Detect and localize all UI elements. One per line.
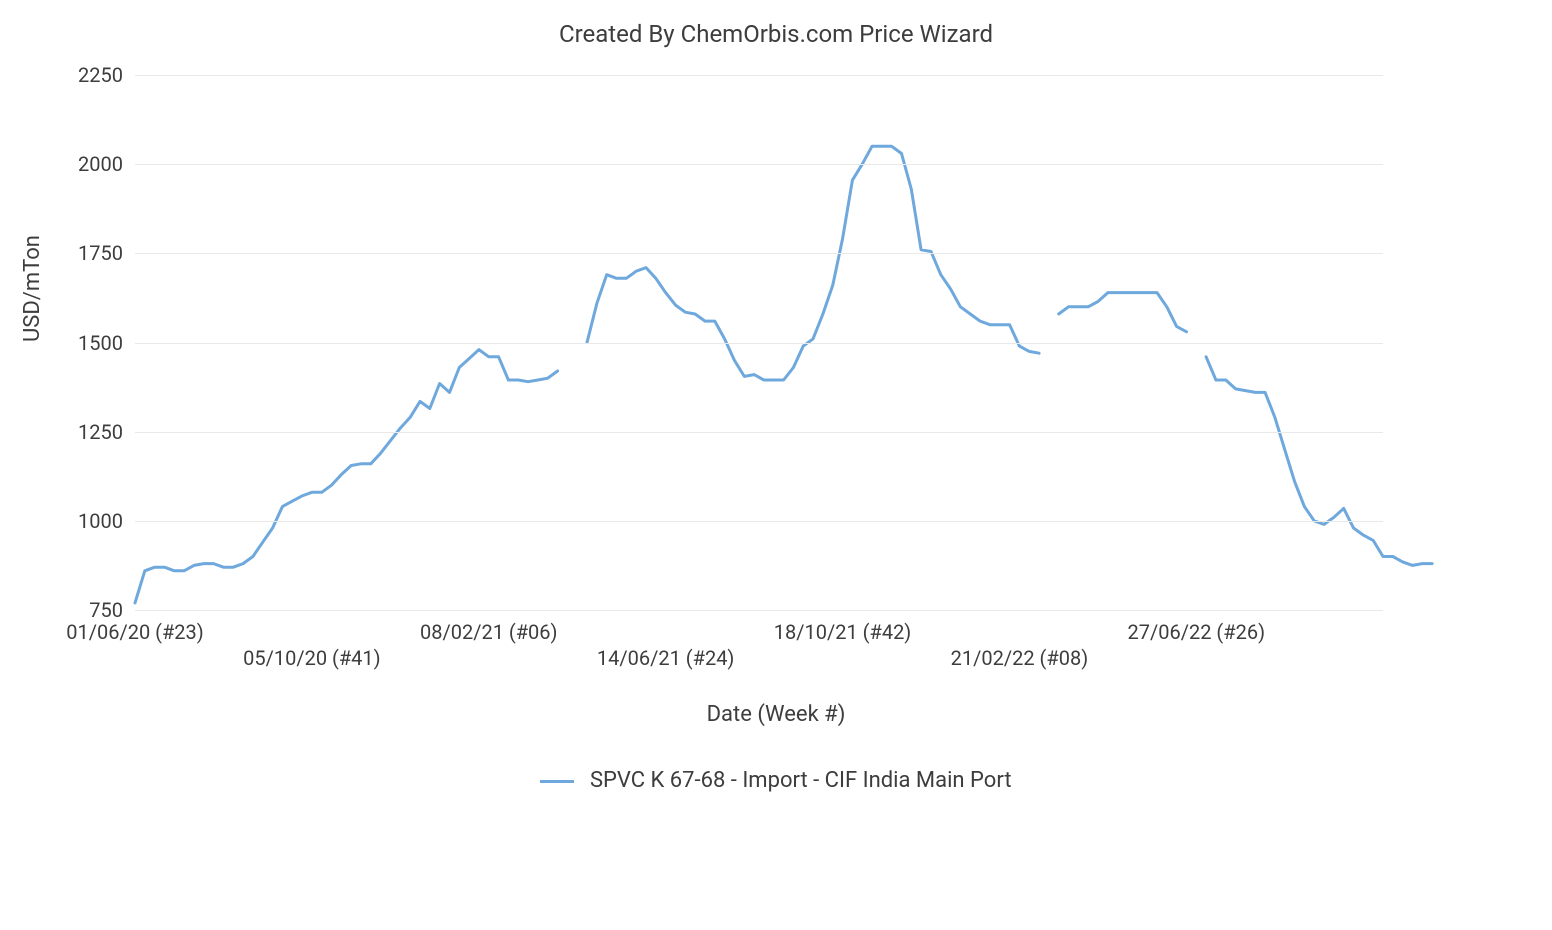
x-tick-label: 01/06/20 (#23) bbox=[66, 620, 204, 644]
gridline bbox=[135, 164, 1383, 165]
y-tick-label: 2000 bbox=[78, 152, 135, 176]
x-tick-label: 27/06/22 (#26) bbox=[1128, 620, 1266, 644]
legend: SPVC K 67-68 - Import - CIF India Main P… bbox=[0, 768, 1552, 793]
x-tick-label: 14/06/21 (#24) bbox=[597, 646, 735, 670]
chart-title: Created By ChemOrbis.com Price Wizard bbox=[0, 20, 1552, 48]
price-line bbox=[135, 146, 1432, 603]
x-tick-label: 18/10/21 (#42) bbox=[774, 620, 912, 644]
x-tick-label: 08/02/21 (#06) bbox=[420, 620, 558, 644]
gridline bbox=[135, 343, 1383, 344]
gridline bbox=[135, 610, 1383, 611]
price-chart: Created By ChemOrbis.com Price Wizard US… bbox=[0, 0, 1552, 930]
x-tick-label: 05/10/20 (#41) bbox=[243, 646, 381, 670]
y-tick-label: 1250 bbox=[78, 420, 135, 444]
y-tick-label: 1750 bbox=[78, 241, 135, 265]
y-axis-title: USD/mTon bbox=[20, 235, 45, 342]
legend-swatch bbox=[540, 780, 574, 783]
gridline bbox=[135, 253, 1383, 254]
gridline bbox=[135, 432, 1383, 433]
y-tick-label: 2250 bbox=[78, 63, 135, 87]
legend-label: SPVC K 67-68 - Import - CIF India Main P… bbox=[590, 768, 1012, 793]
gridline bbox=[135, 75, 1383, 76]
y-tick-label: 750 bbox=[89, 598, 135, 622]
y-tick-label: 1000 bbox=[78, 509, 135, 533]
x-tick-label: 21/02/22 (#08) bbox=[951, 646, 1089, 670]
plot-area: 75010001250150017502000225001/06/20 (#23… bbox=[135, 75, 1383, 610]
gridline bbox=[135, 521, 1383, 522]
x-axis-title: Date (Week #) bbox=[0, 702, 1552, 727]
y-tick-label: 1500 bbox=[78, 331, 135, 355]
